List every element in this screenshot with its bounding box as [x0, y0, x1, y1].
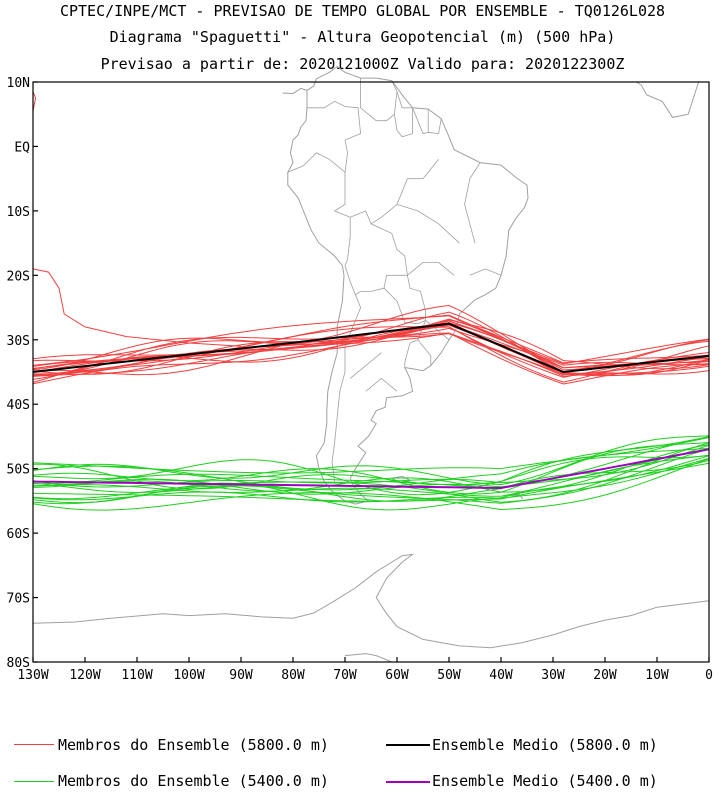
- country-border: [394, 91, 413, 138]
- legend-swatch-members-5800: [14, 744, 54, 745]
- south-america-coast: [287, 65, 529, 505]
- country-border: [469, 268, 502, 276]
- country-border: [412, 107, 429, 135]
- lon-tick-label: 130W: [17, 668, 48, 683]
- member-5400-contour: [32, 448, 710, 505]
- country-border: [287, 152, 351, 266]
- legend-label-mean-5800: Ensemble Medio (5800.0 m): [432, 736, 658, 754]
- lat-tick-label: 70S: [7, 592, 30, 607]
- longitude-axis: 130W 120W 110W 100W 90W 80W 70W 60W 50W 40W 30W 20W…: [17, 657, 713, 683]
- member-5800-contour: [32, 314, 710, 364]
- latitude-axis: 10N EQ 10S 20S 30S 40S 50S 60S 70S 80S: [7, 76, 38, 671]
- country-border: [349, 352, 382, 379]
- member-5800-contour: [32, 332, 710, 377]
- member-5400-contour: [32, 444, 710, 488]
- antarctica-coast: [32, 553, 710, 649]
- map-frame: [32, 81, 710, 663]
- lat-tick-label: 10N: [7, 76, 30, 91]
- member-5400-contour: [32, 444, 710, 493]
- title-line-2: Diagrama "Spaguetti" - Altura Geopotenci…: [109, 28, 616, 46]
- member-5400-contour: [32, 459, 710, 502]
- member-5400-contour: [32, 458, 710, 511]
- ice-shelf-coast: [344, 653, 392, 663]
- lon-tick-label: 10W: [645, 668, 669, 683]
- lon-tick-label: 110W: [121, 668, 152, 683]
- country-border: [407, 262, 455, 276]
- legend-swatch-members-5400: [14, 781, 54, 782]
- lat-tick-label: EQ: [14, 140, 30, 155]
- legend-label-mean-5400: Ensemble Medio (5400.0 m): [432, 772, 658, 790]
- lon-tick-label: 60W: [385, 668, 409, 683]
- member-5800-contour: [32, 315, 710, 366]
- country-border: [428, 118, 442, 135]
- member-5400-contour: [32, 448, 710, 495]
- lat-tick-label: 80S: [7, 656, 30, 671]
- africa-coast: [635, 81, 700, 118]
- lon-tick-label: 120W: [69, 668, 100, 683]
- lon-tick-label: 30W: [541, 668, 565, 683]
- panama-coast: [282, 87, 308, 95]
- member-5800-contour: [32, 326, 710, 378]
- country-border: [464, 162, 481, 244]
- country-border: [360, 78, 398, 122]
- lon-tick-label: 40W: [489, 668, 513, 683]
- members-5400-contours: [32, 435, 710, 511]
- lon-tick-label: 100W: [173, 668, 204, 683]
- country-border: [365, 377, 398, 392]
- title-line-1: CPTEC/INPE/MCT - PREVISAO DE TEMPO GLOBA…: [59, 2, 666, 20]
- country-border: [370, 203, 460, 244]
- members-5800-contours: [32, 91, 710, 385]
- legend-swatch-mean-5400: [386, 781, 430, 783]
- member-5800-contour: [32, 268, 242, 347]
- spaghetti-map: 10N EQ 10S 20S 30S 40S 50S 60S 70S 80S 130W 120W 11…: [7, 65, 713, 683]
- south-georgia-coast: [511, 493, 524, 500]
- legend-swatch-mean-5800: [386, 744, 430, 746]
- country-border: [383, 275, 426, 325]
- lon-tick-label: 70W: [333, 668, 357, 683]
- member-5400-contour: [32, 442, 710, 503]
- lat-tick-label: 50S: [7, 463, 30, 478]
- lat-tick-label: 60S: [7, 527, 30, 542]
- mean-5400-contour: [32, 448, 710, 490]
- lon-tick-label: 20W: [593, 668, 617, 683]
- lat-tick-label: 10S: [7, 205, 30, 220]
- legend-label-members-5400: Membros do Ensemble (5400.0 m): [58, 772, 329, 790]
- lon-tick-label: 90W: [229, 668, 253, 683]
- mean-5800-contour: [32, 322, 710, 374]
- lon-tick-label: 50W: [437, 668, 461, 683]
- coastlines: [32, 65, 710, 663]
- country-border: [350, 210, 408, 296]
- country-border: [331, 265, 362, 482]
- member-5800-contour: [32, 91, 37, 112]
- legend-label-members-5800: Membros do Ensemble (5800.0 m): [58, 736, 329, 754]
- member-5800-contour: [32, 333, 710, 376]
- member-5400-contour: [32, 435, 710, 486]
- country-border: [396, 159, 439, 205]
- title-line-3: Previsao a partir de: 2020121000Z Valido…: [100, 55, 625, 73]
- lon-tick-label: 80W: [281, 668, 305, 683]
- lon-tick-label: 0: [705, 668, 713, 683]
- lat-tick-label: 20S: [7, 269, 30, 284]
- ensemble-mean-contours: [32, 322, 710, 490]
- country-border: [417, 339, 432, 366]
- member-5400-contour: [32, 436, 710, 489]
- country-border: [307, 100, 362, 173]
- member-5800-contour: [32, 323, 710, 370]
- lat-tick-label: 30S: [7, 334, 30, 349]
- member-5400-contour: [32, 442, 710, 495]
- lat-tick-label: 40S: [7, 398, 30, 413]
